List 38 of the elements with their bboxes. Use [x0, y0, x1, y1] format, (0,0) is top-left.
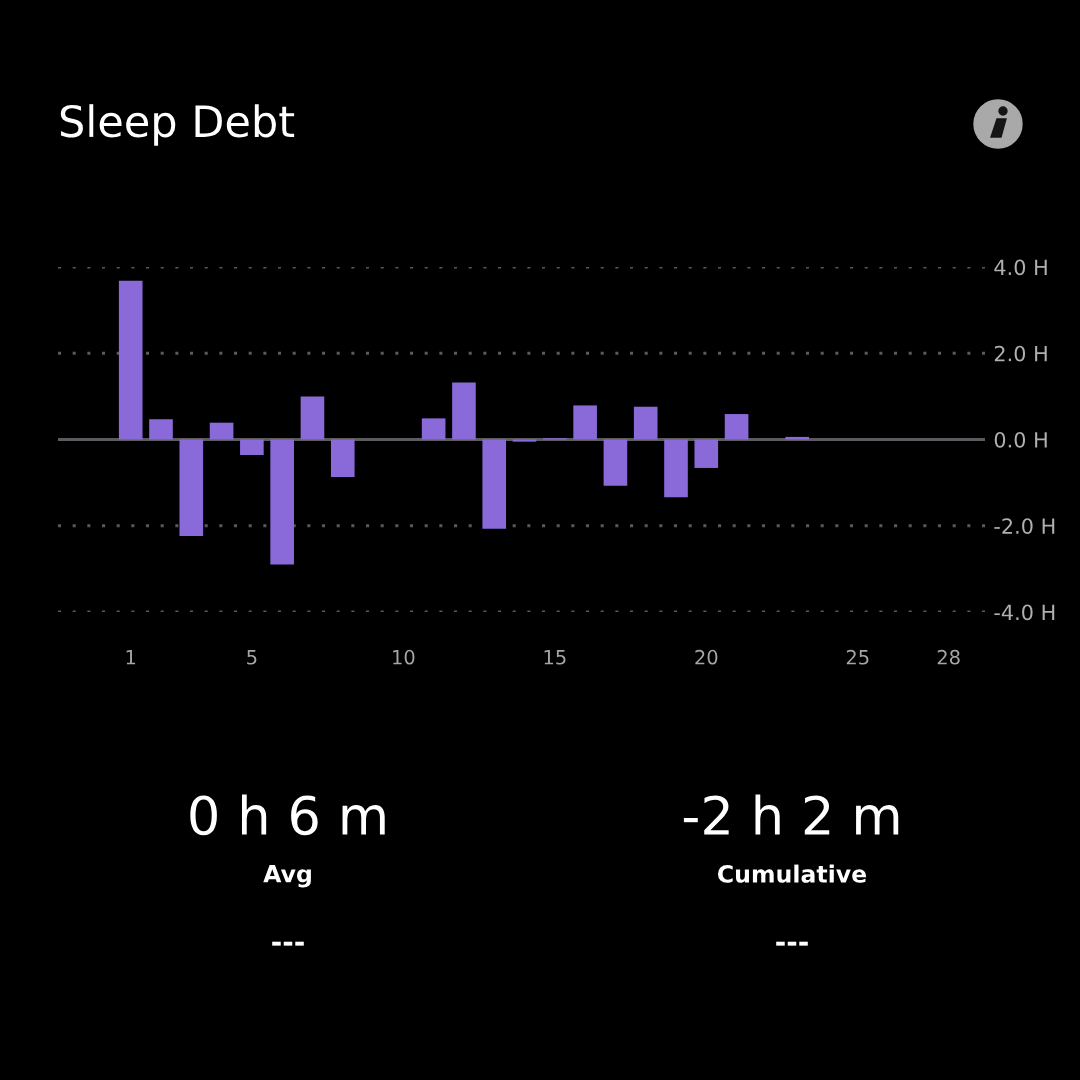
x-tick-label: 25: [846, 649, 869, 665]
x-tick-label: 5: [247, 650, 257, 665]
text: ---: [776, 941, 808, 946]
bar: [330, 439, 355, 478]
x-tick-label: 10: [393, 649, 415, 665]
y-tick-label: -4.0 H: [994, 604, 1055, 621]
bar: [270, 439, 294, 565]
bar: [633, 406, 658, 440]
bar: [603, 439, 628, 486]
chart-title: Sleep Debt: [60, 104, 295, 146]
bar: [452, 382, 476, 440]
text: Avg: [263, 865, 311, 888]
bar: [149, 419, 173, 440]
y-tick-label: 2.0 H: [994, 345, 1047, 362]
y-tick-label: 4.0 H: [994, 259, 1047, 276]
bar: [179, 439, 204, 537]
y-tick-label: -2.0 H: [994, 518, 1055, 534]
text: 0 h 6 m: [190, 794, 385, 836]
x-tick-label: 20: [695, 649, 718, 665]
x-tick-label: 15: [544, 650, 566, 665]
text: -2 h 2 m: [683, 794, 899, 835]
bar: [482, 439, 507, 529]
x-tick-label: 28: [937, 649, 960, 665]
y-tick-label: 0.0 H: [994, 431, 1047, 448]
bar: [694, 439, 719, 468]
bar: [209, 422, 234, 440]
bar: [785, 436, 809, 440]
x-tick-label: 1: [126, 650, 136, 665]
text: Cumulative: [718, 864, 867, 883]
bar: [512, 439, 537, 442]
bar: [240, 439, 264, 456]
bar: [724, 414, 749, 440]
bar: [573, 405, 597, 440]
bar: [300, 396, 325, 440]
bar: [664, 439, 688, 498]
text: ---: [272, 941, 304, 946]
bar: [421, 418, 446, 440]
bar: [118, 280, 143, 440]
